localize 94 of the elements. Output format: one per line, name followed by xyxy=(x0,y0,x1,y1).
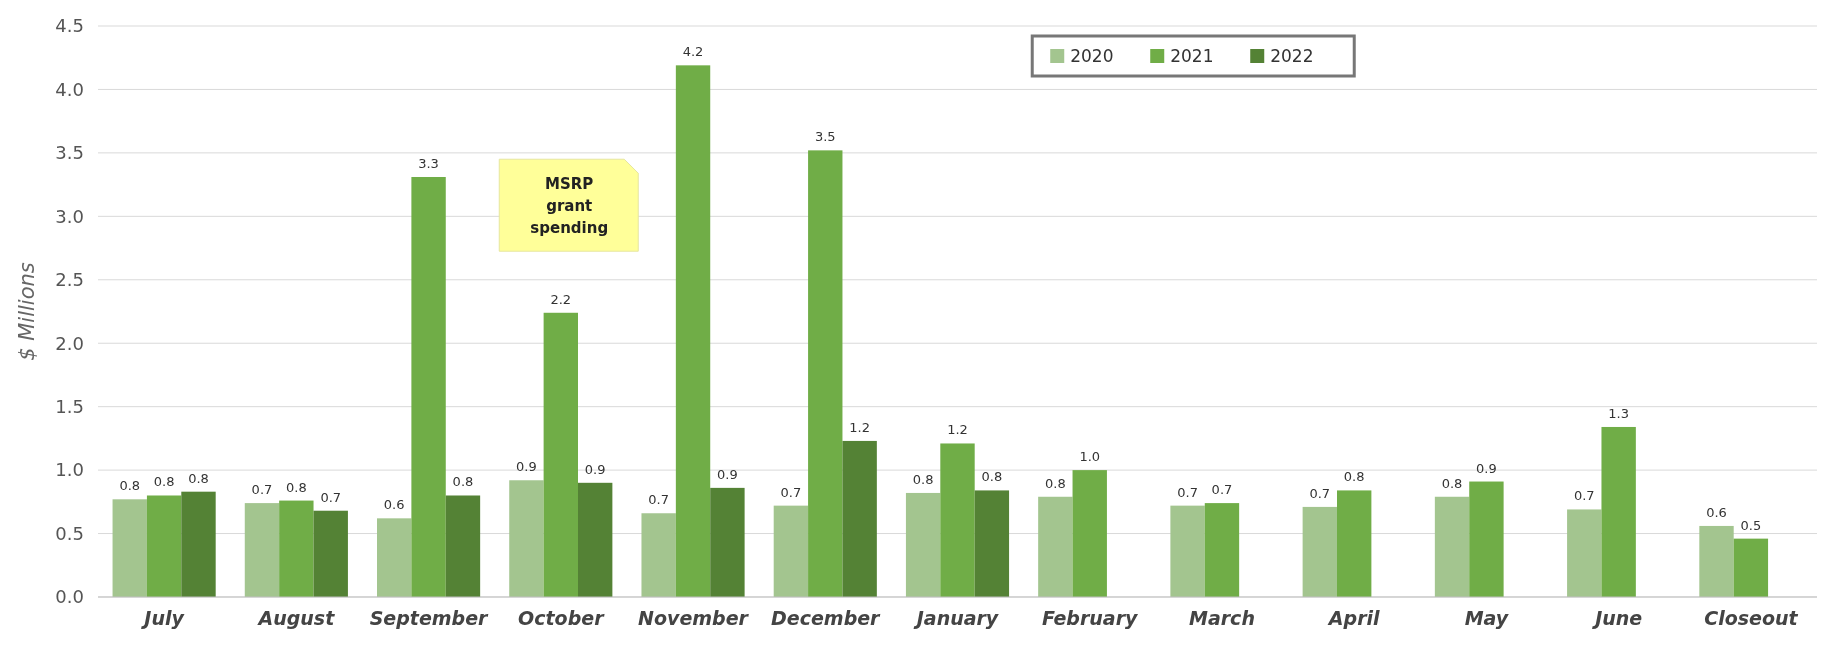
bar xyxy=(377,518,412,597)
data-label: 3.5 xyxy=(814,129,836,145)
data-label: 1.0 xyxy=(1079,449,1101,465)
x-tick-label: February xyxy=(1042,607,1140,629)
data-label: 1.2 xyxy=(947,422,968,438)
data-label: 0.7 xyxy=(648,492,669,508)
x-tick-label: April xyxy=(1326,607,1381,629)
data-label: 0.7 xyxy=(1309,485,1331,501)
y-tick-label: 4.0 xyxy=(55,78,84,100)
bar xyxy=(1204,503,1240,597)
legend-label: 2021 xyxy=(1170,46,1214,66)
data-label: 1.3 xyxy=(1608,405,1629,421)
bar xyxy=(1072,470,1107,597)
bar xyxy=(1170,505,1205,597)
data-label: 0.8 xyxy=(188,470,209,486)
y-tick-label: 0.0 xyxy=(55,586,84,608)
bar xyxy=(146,495,182,597)
bar xyxy=(905,492,941,597)
data-label: 0.8 xyxy=(286,479,307,495)
bar xyxy=(181,491,216,597)
bar xyxy=(543,312,578,597)
y-tick-label: 4.5 xyxy=(55,15,84,37)
data-label: 0.9 xyxy=(584,461,606,477)
bar xyxy=(279,500,314,597)
bar xyxy=(808,150,843,597)
bar xyxy=(710,487,745,597)
data-label: 0.7 xyxy=(251,482,273,498)
bar xyxy=(641,513,676,597)
data-label: 0.8 xyxy=(912,471,934,487)
x-tick-label: November xyxy=(638,607,750,629)
bar xyxy=(1038,496,1073,597)
bar xyxy=(244,503,280,597)
x-tick-label: September xyxy=(369,607,490,629)
y-tick-label: 1.5 xyxy=(55,395,84,417)
bar xyxy=(1567,509,1602,597)
bar xyxy=(940,443,975,597)
bar xyxy=(773,505,809,597)
y-axis-title: $ Millions xyxy=(15,262,39,361)
bar xyxy=(411,177,446,597)
data-label: 0.6 xyxy=(383,497,405,513)
bar xyxy=(112,499,147,597)
y-tick-label: 3.5 xyxy=(55,142,84,164)
bar xyxy=(1469,481,1504,597)
y-tick-label: 0.5 xyxy=(55,522,84,544)
bar xyxy=(1302,506,1337,597)
y-tick-label: 3.0 xyxy=(55,205,84,227)
x-tick-label: Closeout xyxy=(1704,607,1799,629)
data-label: 0.6 xyxy=(1706,504,1727,520)
x-tick-label: May xyxy=(1464,607,1510,629)
y-tick-label: 2.0 xyxy=(55,332,84,354)
x-tick-label: June xyxy=(1591,607,1643,629)
data-label: 0.8 xyxy=(119,478,141,494)
data-label: 0.8 xyxy=(981,469,1003,485)
legend-label: 2022 xyxy=(1270,46,1314,66)
bar xyxy=(974,490,1010,597)
data-label: 0.7 xyxy=(1211,482,1233,498)
bar xyxy=(842,440,877,597)
x-tick-label: March xyxy=(1189,607,1255,629)
data-label: 3.3 xyxy=(418,156,439,171)
bar xyxy=(509,480,544,597)
bar xyxy=(675,65,711,597)
data-label: 0.7 xyxy=(1573,488,1595,504)
bar xyxy=(578,482,613,597)
bar xyxy=(313,510,348,597)
legend-label: 2020 xyxy=(1070,46,1114,66)
bar xyxy=(1337,490,1372,597)
x-tick-label: July xyxy=(140,607,186,629)
data-label: 0.8 xyxy=(153,474,175,490)
bar xyxy=(1434,496,1470,597)
data-label: 1.2 xyxy=(849,419,870,435)
x-tick-label: August xyxy=(256,607,336,629)
data-label: 0.9 xyxy=(516,459,537,475)
x-tick-label: January xyxy=(912,607,1000,629)
data-label: 0.8 xyxy=(452,474,474,490)
data-label: 0.7 xyxy=(320,489,342,505)
y-tick-label: 2.5 xyxy=(55,269,84,291)
data-label: 0.8 xyxy=(1045,475,1066,491)
data-label: 0.7 xyxy=(1177,484,1198,500)
data-label: 4.2 xyxy=(682,44,704,60)
data-label: 0.8 xyxy=(1343,469,1365,485)
y-tick-label: 1.0 xyxy=(55,459,84,481)
data-label: 2.2 xyxy=(550,291,572,307)
data-label: 0.7 xyxy=(780,484,802,500)
data-label: 0.9 xyxy=(1476,460,1497,476)
data-label: 0.9 xyxy=(717,466,738,482)
data-label: 0.8 xyxy=(1441,475,1463,491)
bar xyxy=(1733,538,1769,597)
x-tick-label: October xyxy=(518,607,606,629)
data-label: 0.5 xyxy=(1740,517,1762,533)
bar xyxy=(1699,525,1734,597)
bar xyxy=(445,495,481,597)
x-tick-label: December xyxy=(771,607,882,629)
annotation: MSRP grant spending xyxy=(530,175,609,238)
bar xyxy=(1601,426,1636,597)
